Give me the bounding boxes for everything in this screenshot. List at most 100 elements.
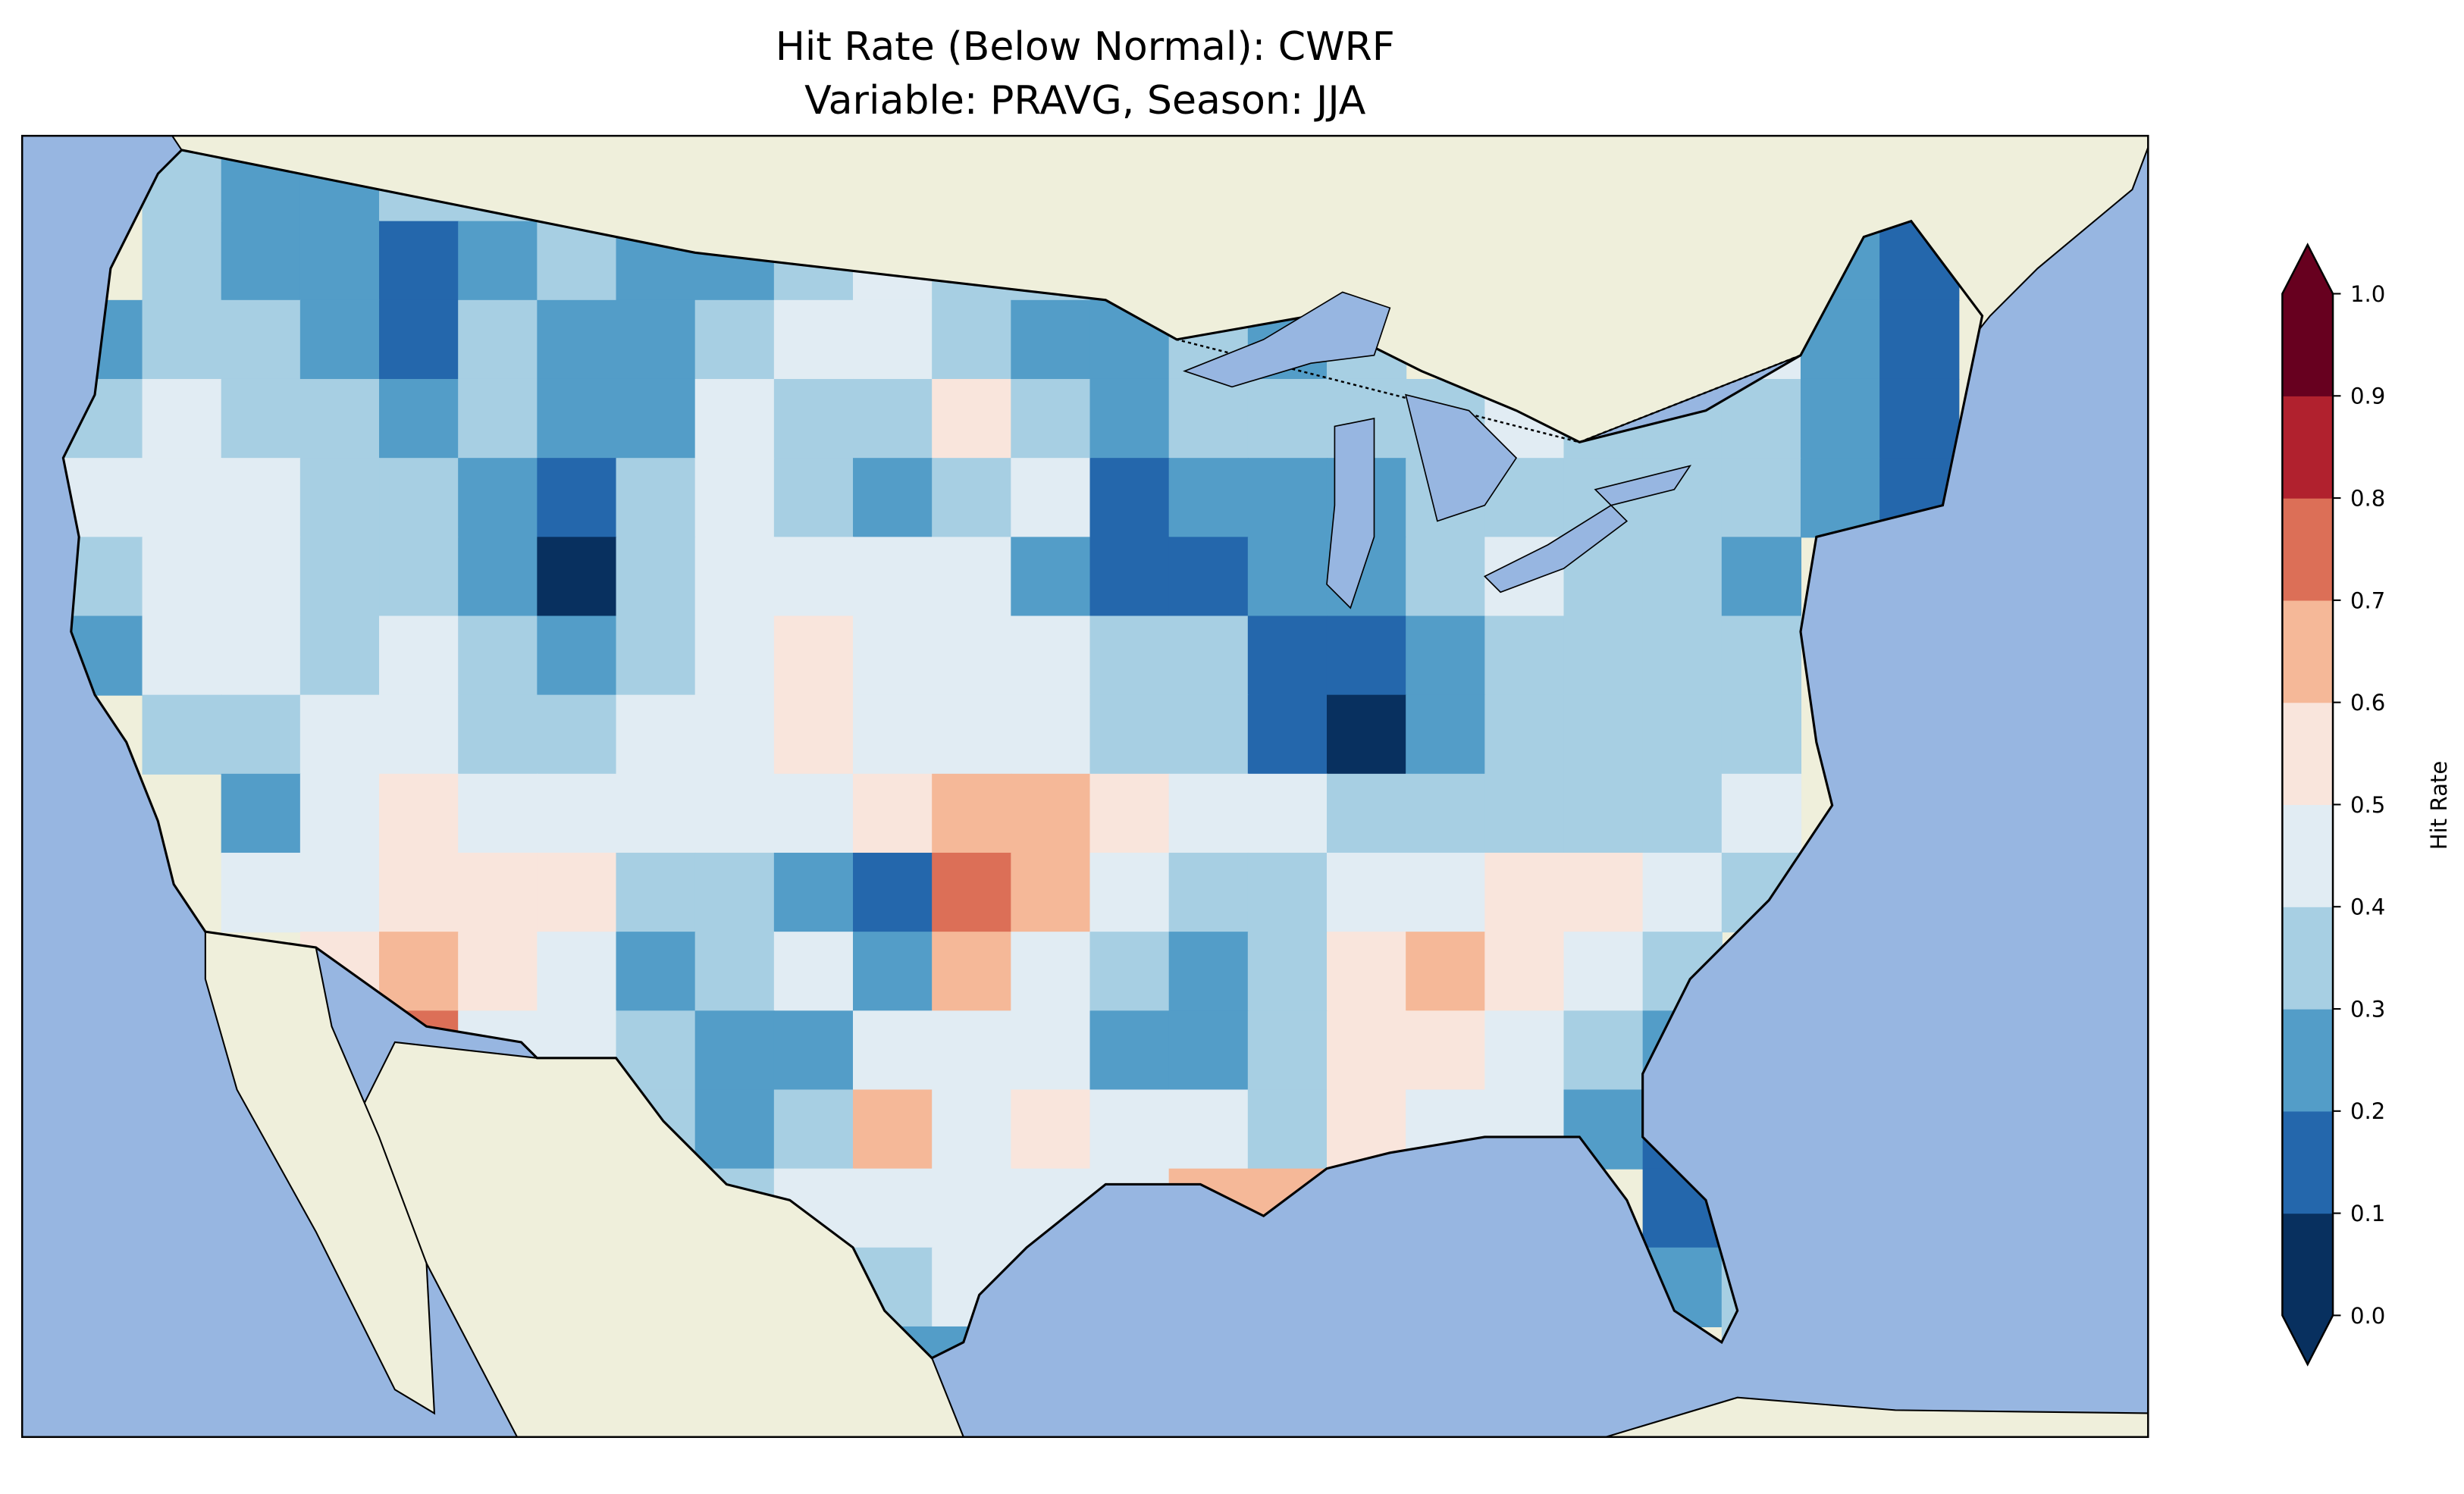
hit-rate-cell — [1563, 852, 1644, 933]
hit-rate-cell — [379, 378, 459, 459]
hit-rate-cell — [1011, 378, 1091, 459]
hit-rate-cell — [1247, 932, 1328, 1012]
hit-rate-cell — [1406, 694, 1486, 775]
hit-rate-cell — [1089, 615, 1170, 696]
hit-rate-cell — [616, 773, 696, 854]
hit-rate-cell — [1642, 852, 1723, 933]
hit-rate-cell — [142, 615, 222, 696]
hit-rate-cell — [537, 932, 617, 1012]
hit-rate-cell — [299, 378, 381, 459]
hit-rate-cell — [1563, 615, 1644, 696]
hit-rate-cell — [932, 694, 1012, 775]
hit-rate-cell — [1484, 615, 1565, 696]
hit-rate-cell — [1011, 932, 1091, 1012]
hit-rate-cell — [1484, 694, 1565, 775]
colorbar-segment — [2282, 293, 2334, 396]
colorbar-tick-label: 0.5 — [2350, 792, 2385, 818]
lake-huron — [1405, 393, 1518, 522]
hit-rate-cell — [1168, 773, 1249, 854]
hit-rate-cell — [1089, 932, 1170, 1012]
hit-rate-cell — [458, 852, 538, 933]
hit-rate-cell — [1326, 852, 1407, 933]
canada-border — [181, 149, 1865, 443]
colorbar-segment — [2282, 1009, 2334, 1112]
hit-rate-cell — [773, 773, 854, 854]
hit-rate-cell — [1168, 615, 1249, 696]
hit-rate-cell — [932, 458, 1012, 538]
hit-rate-cell — [1326, 932, 1407, 1012]
hit-rate-cell — [694, 694, 775, 775]
hit-rate-cell — [537, 615, 617, 696]
hit-rate-cell — [142, 537, 222, 617]
hit-rate-cell — [1168, 1089, 1249, 1170]
hit-rate-cell — [694, 299, 775, 381]
hit-rate-cell — [1406, 773, 1486, 854]
hit-rate-cell — [1089, 1010, 1170, 1091]
chart-title: Hit Rate (Below Normal): CWRF — [776, 24, 1395, 70]
lake-erie — [1483, 504, 1629, 594]
hit-rate-cell — [773, 852, 854, 933]
hit-rate-cell — [1721, 537, 1802, 617]
hit-rate-cell — [221, 458, 301, 538]
hit-rate-cell — [694, 1010, 775, 1091]
colorbar-tick-label: 0.7 — [2350, 587, 2385, 613]
hit-rate-cell — [458, 932, 538, 1012]
hit-rate-cell — [1484, 852, 1565, 933]
colorbar-extend-min — [2282, 1315, 2334, 1364]
hit-rate-cell — [458, 537, 538, 617]
hit-rate-cell — [299, 299, 381, 381]
hit-rate-cell — [537, 299, 617, 381]
hit-rate-cell — [853, 1089, 933, 1170]
hit-rate-cell — [773, 932, 854, 1012]
hit-rate-cell — [1247, 615, 1328, 696]
hit-rate-cell — [1642, 537, 1723, 617]
colorbar-tick-label: 0.8 — [2350, 485, 2385, 511]
hit-rate-cell — [379, 299, 459, 381]
lake-michigan — [1326, 418, 1375, 609]
hit-rate-cell — [1011, 1089, 1091, 1170]
colorbar-tick-label: 0.0 — [2350, 1303, 2385, 1329]
hit-rate-cell — [694, 1089, 775, 1170]
hit-rate-cell — [1406, 932, 1486, 1012]
hit-rate-cell — [1326, 773, 1407, 854]
hit-rate-cell — [1406, 1010, 1486, 1091]
hit-rate-cell — [537, 378, 617, 459]
hit-rate-cell — [616, 458, 696, 538]
colorbar-segment — [2282, 600, 2334, 703]
hit-rate-cell — [773, 299, 854, 381]
hit-rate-cell — [773, 378, 854, 459]
hit-rate-cell — [142, 299, 222, 381]
hit-rate-cell — [299, 615, 381, 696]
hit-rate-cell — [1721, 615, 1802, 696]
hit-rate-cell — [853, 1010, 933, 1091]
hit-rate-cell — [1011, 773, 1091, 854]
hit-rate-cell — [853, 537, 933, 617]
hit-rate-cell — [1563, 694, 1644, 775]
hit-rate-cell — [537, 537, 617, 617]
hit-rate-cell — [694, 537, 775, 617]
hit-rate-cell — [1247, 694, 1328, 775]
hit-rate-cell — [853, 378, 933, 459]
hit-rate-cell — [616, 694, 696, 775]
hit-rate-cell — [1168, 694, 1249, 775]
hit-rate-cell — [773, 1089, 854, 1170]
hit-rate-cell — [932, 537, 1012, 617]
hit-rate-cell — [694, 773, 775, 854]
hit-rate-cell — [932, 852, 1012, 933]
hit-rate-cell — [1089, 378, 1170, 459]
hit-rate-cell — [1247, 378, 1328, 459]
hit-rate-cell — [616, 299, 696, 381]
hit-rate-cell — [616, 615, 696, 696]
hit-rate-cell — [1247, 537, 1328, 617]
hit-rate-cell — [853, 299, 933, 381]
colorbar-segment — [2282, 396, 2334, 499]
hit-rate-cell — [458, 378, 538, 459]
hit-rate-cell — [1168, 852, 1249, 933]
hit-rate-cell — [537, 773, 617, 854]
hit-rate-cell — [616, 852, 696, 933]
hit-rate-cell — [853, 615, 933, 696]
hit-rate-cell — [773, 458, 854, 538]
hit-rate-cell — [1168, 458, 1249, 538]
hit-rate-cell — [299, 852, 381, 933]
colorbar-tick-label: 0.1 — [2350, 1201, 2385, 1226]
